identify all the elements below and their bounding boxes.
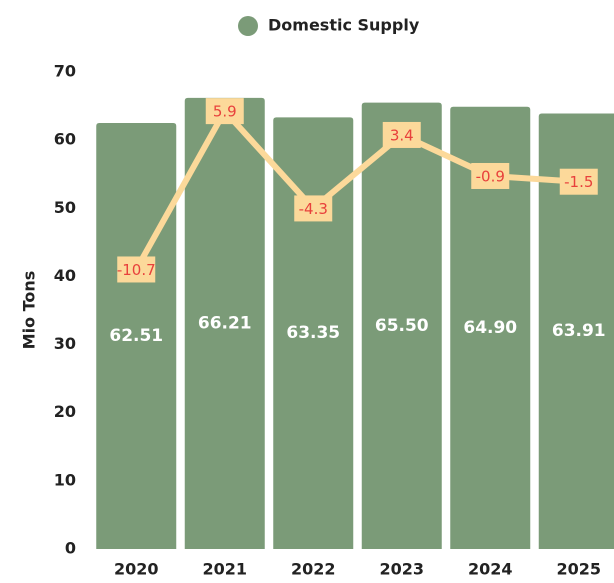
- line-value-label: -0.9: [476, 167, 505, 185]
- line-value-label: 3.4: [390, 126, 414, 144]
- line-label-box: [559, 168, 598, 195]
- bar-value-label: 65.50: [375, 316, 429, 336]
- y-tick-label: 50: [54, 198, 76, 217]
- bar: [538, 113, 614, 549]
- x-tick-label: 2022: [291, 560, 336, 579]
- bar: [450, 106, 531, 549]
- y-tick-label: 70: [54, 62, 76, 81]
- line-value-label: -1.5: [564, 173, 593, 191]
- bar: [361, 102, 442, 550]
- x-tick-label: 2025: [556, 560, 601, 579]
- bar: [184, 97, 265, 549]
- line-value-label: -10.7: [117, 261, 156, 279]
- x-tick-label: 2024: [468, 560, 513, 579]
- x-tick-label: 2021: [202, 560, 247, 579]
- legend-label: Domestic Supply: [268, 16, 420, 35]
- bar-value-label: 63.35: [286, 323, 340, 343]
- y-axis-label: Mio Tons: [20, 271, 39, 350]
- y-tick-label: 10: [54, 470, 76, 489]
- y-tick-label: 20: [54, 402, 76, 421]
- line-label-box: [471, 162, 510, 189]
- legend-swatch: [238, 16, 258, 36]
- line-label-box: [205, 98, 244, 125]
- bar-value-label: 66.21: [198, 313, 252, 333]
- bar-value-label: 63.91: [552, 321, 606, 341]
- line-value-label: 5.9: [213, 103, 237, 121]
- y-tick-label: 60: [54, 130, 76, 149]
- bar: [273, 117, 354, 549]
- x-tick-label: 2023: [379, 560, 424, 579]
- bar-value-label: 64.90: [463, 318, 517, 338]
- bar-value-label: 62.51: [109, 326, 163, 346]
- line-label-box: [382, 121, 421, 148]
- line-value-label: -4.3: [299, 200, 328, 218]
- x-tick-label: 2020: [114, 560, 159, 579]
- y-tick-label: 30: [54, 334, 76, 353]
- y-tick-label: 0: [65, 539, 76, 558]
- y-tick-label: 40: [54, 266, 76, 285]
- line-label-box: [294, 195, 333, 222]
- line-label-box: [117, 256, 156, 283]
